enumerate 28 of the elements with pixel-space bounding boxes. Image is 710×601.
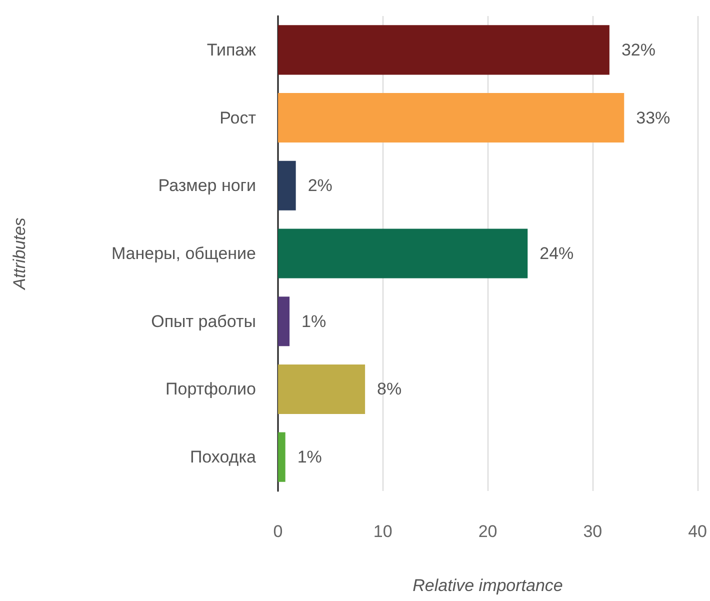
- y-tick-label: Портфолио: [166, 380, 256, 399]
- x-tick-label: 40: [688, 522, 708, 541]
- data-label: 32%: [621, 40, 656, 60]
- data-label: 8%: [377, 380, 402, 399]
- y-tick-label: Походка: [190, 448, 257, 467]
- x-tick-label: 10: [373, 522, 392, 541]
- bar: [278, 432, 286, 482]
- x-tick-label: 30: [583, 522, 602, 541]
- y-tick-label: Рост: [220, 108, 256, 128]
- bar: [278, 160, 296, 210]
- bar: [278, 364, 366, 414]
- bar: [278, 93, 624, 143]
- bar: [278, 25, 610, 75]
- data-label: 24%: [540, 244, 574, 263]
- y-tick-label: Размер ноги: [158, 176, 256, 196]
- x-tick-label: 0: [273, 522, 283, 541]
- data-label: 33%: [636, 108, 670, 128]
- y-axis-title: Attributes: [10, 217, 29, 290]
- data-label: 1%: [302, 312, 326, 331]
- y-tick-label: Опыт работы: [151, 312, 256, 331]
- y-tick-label: Манеры, общение: [111, 244, 256, 263]
- data-label: 2%: [308, 176, 332, 196]
- data-label: 1%: [297, 448, 322, 467]
- x-tick-label: 20: [478, 522, 498, 541]
- bar: [278, 296, 290, 346]
- x-axis-title: Relative importance: [412, 576, 563, 595]
- y-tick-label: Типаж: [206, 40, 257, 60]
- bar: [278, 228, 528, 278]
